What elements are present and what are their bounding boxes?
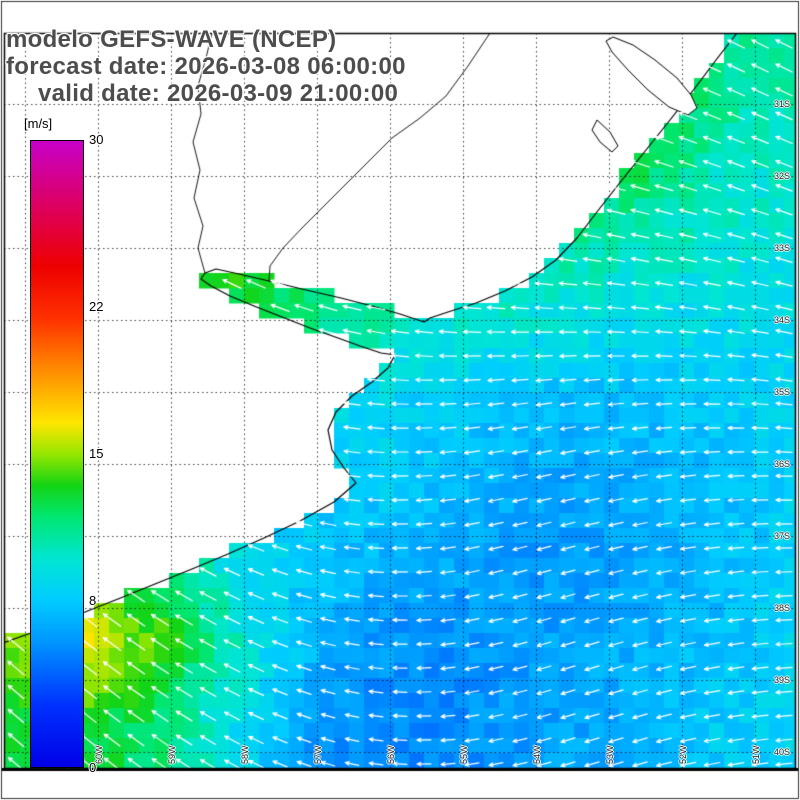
lat-label-34S: 34S bbox=[773, 315, 790, 325]
lon-label-53W: 53W bbox=[605, 745, 615, 764]
colorbar-gradient bbox=[30, 140, 84, 768]
colorbar-unit-label: [m/s] bbox=[24, 116, 53, 131]
model-title: modelo GEFS-WAVE (NCEP) bbox=[6, 26, 337, 53]
lon-label-59W: 59W bbox=[167, 745, 177, 764]
lat-label-40S: 40S bbox=[773, 747, 790, 757]
lon-label-60W: 60W bbox=[94, 745, 104, 764]
lat-label-35S: 35S bbox=[773, 387, 790, 397]
lon-label-57W: 57W bbox=[313, 745, 323, 764]
lon-label-55W: 55W bbox=[459, 745, 469, 764]
lat-label-39S: 39S bbox=[773, 675, 790, 685]
lat-label-31S: 31S bbox=[773, 99, 790, 109]
lat-label-33S: 33S bbox=[773, 243, 790, 253]
valid-date-label: valid date: 2026-03-09 21:00:00 bbox=[38, 80, 399, 107]
colorbar-tick-8: 8 bbox=[89, 592, 97, 608]
colorbar-tick-22: 22 bbox=[89, 299, 104, 315]
forecast-date-label: forecast date: 2026-03-08 06:00:00 bbox=[6, 53, 406, 80]
lon-label-58W: 58W bbox=[240, 745, 250, 764]
lat-label-32S: 32S bbox=[773, 171, 790, 181]
lon-label-52W: 52W bbox=[678, 745, 688, 764]
colorbar-tick-30: 30 bbox=[89, 132, 104, 147]
colorbar-tick-0: 0 bbox=[89, 760, 97, 775]
lon-label-54W: 54W bbox=[532, 745, 542, 764]
lon-label-56W: 56W bbox=[386, 745, 396, 764]
lat-label-38S: 38S bbox=[773, 603, 790, 613]
lat-label-37S: 37S bbox=[773, 531, 790, 541]
lat-label-36S: 36S bbox=[773, 459, 790, 469]
colorbar-tick-15: 15 bbox=[89, 446, 104, 461]
